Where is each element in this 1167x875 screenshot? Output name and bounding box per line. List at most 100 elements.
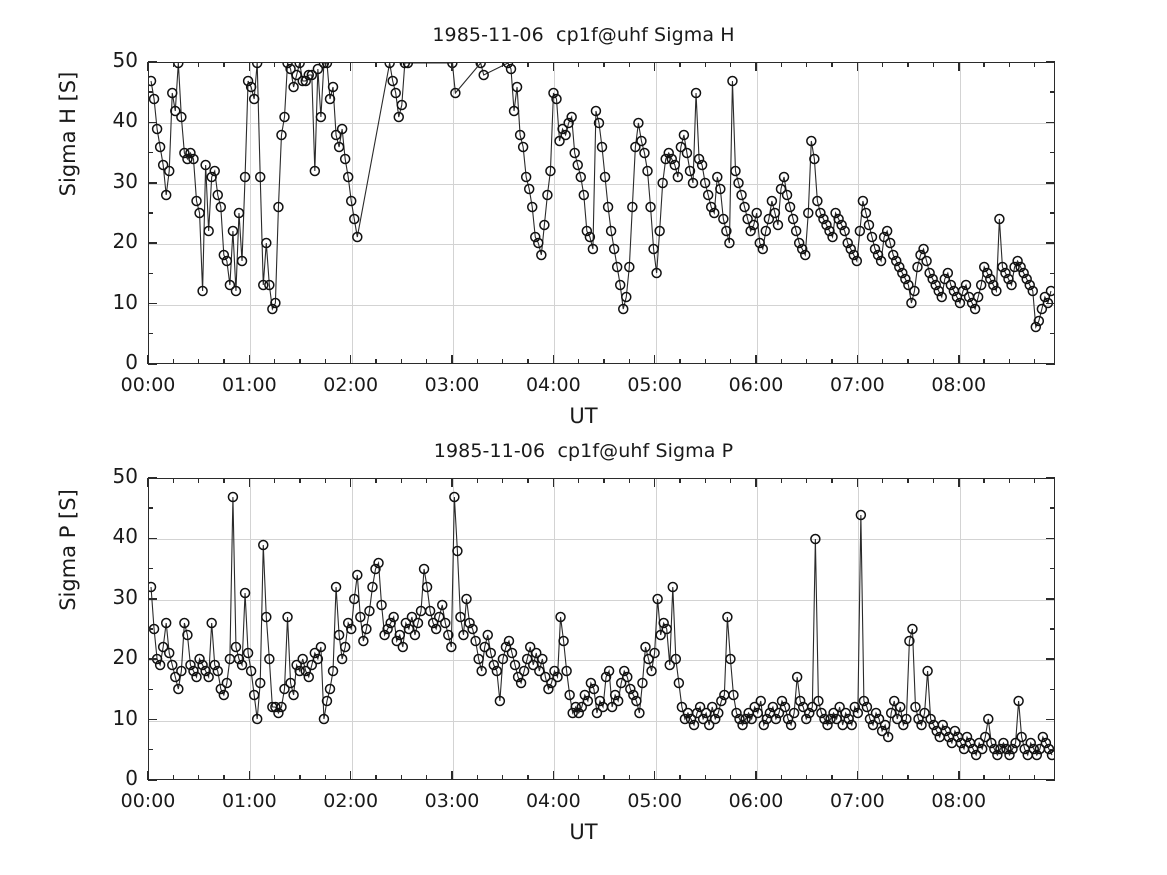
data-point-marker [279, 111, 290, 123]
x-tick-label: 01:00 [221, 790, 277, 812]
x-tick-major-top [755, 62, 757, 71]
y-tick-major [148, 121, 157, 124]
data-point-marker [221, 677, 233, 689]
data-point-marker [176, 111, 187, 123]
data-point-marker [291, 659, 302, 671]
data-point-marker [788, 707, 800, 719]
x-tick-minor-top [932, 62, 934, 67]
x-tick-minor-top [223, 478, 225, 483]
x-tick-minor [932, 775, 934, 780]
x-tick-minor-top [1008, 478, 1010, 483]
data-point-marker [895, 701, 906, 713]
data-point-marker [684, 165, 696, 177]
data-point-marker [816, 707, 827, 719]
x-tick-minor-top [501, 478, 504, 483]
data-point-marker [449, 491, 460, 503]
data-point-marker [781, 189, 793, 201]
data-point-marker [511, 81, 523, 93]
data-point-marker [294, 63, 305, 69]
x-tick-minor [425, 359, 428, 364]
x-tick-major-top [856, 62, 859, 71]
x-tick-minor [679, 775, 681, 780]
data-point-marker [390, 87, 401, 99]
data-point-marker [585, 677, 597, 689]
y-tick-minor [148, 151, 153, 154]
data-point-marker [566, 111, 577, 123]
x-tick-label: 00:00 [120, 374, 176, 396]
y-tick-major [148, 477, 157, 479]
data-point-marker [986, 737, 997, 749]
data-point-marker [224, 279, 236, 291]
x-tick-minor-top [527, 62, 529, 67]
data-point-marker [276, 701, 287, 713]
data-point-marker [276, 129, 287, 141]
data-point-marker [615, 677, 627, 689]
gridline-vertical [351, 479, 353, 779]
x-tick-major [349, 771, 352, 780]
data-point-marker [633, 117, 644, 129]
x-tick-minor-top [679, 62, 681, 67]
x-tick-minor [780, 359, 782, 364]
data-point-marker [605, 225, 617, 237]
data-point-marker [904, 635, 915, 647]
data-point-marker [218, 689, 230, 701]
x-axis-title-sigma-h: UT [569, 404, 598, 428]
data-point-marker [500, 641, 512, 653]
x-tick-major-top [653, 62, 656, 71]
data-point-marker [391, 635, 402, 647]
data-point-marker [872, 249, 884, 261]
data-point-marker [642, 165, 653, 177]
data-point-marker [960, 279, 972, 291]
data-point-marker [548, 87, 559, 99]
data-point-marker [646, 665, 657, 677]
x-tick-minor-top [299, 62, 301, 67]
data-point-marker [297, 653, 308, 665]
data-point-marker [710, 713, 721, 725]
data-point-marker [600, 671, 612, 683]
data-point-marker [170, 105, 181, 117]
data-point-marker [385, 617, 396, 629]
data-point-marker [352, 231, 363, 243]
data-point-marker [696, 159, 708, 171]
data-point-marker [763, 213, 775, 225]
data-point-marker [622, 671, 633, 683]
data-point-marker [279, 683, 290, 695]
data-point-marker [679, 713, 691, 725]
x-tick-label: 04:00 [525, 374, 581, 396]
data-point-marker [730, 165, 741, 177]
data-point-marker [517, 141, 529, 153]
plot-area-sigma-h [148, 62, 1055, 364]
x-tick-minor [476, 359, 478, 364]
y-tick-major-right [1046, 537, 1055, 540]
data-point-marker [264, 279, 275, 291]
y-tick-major [148, 61, 157, 63]
gridline-vertical [554, 479, 556, 779]
data-point-marker [149, 75, 157, 87]
data-point-marker [358, 635, 369, 647]
data-point-marker [790, 225, 802, 237]
x-tick-minor [197, 359, 200, 364]
panel-title-sigma-p: 1985-11-06 cp1f@uhf Sigma P [433, 440, 734, 462]
data-point-marker [593, 117, 605, 129]
x-tick-minor [273, 775, 276, 780]
data-point-marker [709, 207, 720, 219]
x-tick-major-top [248, 62, 251, 71]
data-point-marker [1000, 267, 1011, 279]
data-point-marker [782, 713, 794, 725]
data-point-marker [367, 581, 378, 593]
data-point-marker [288, 689, 299, 701]
data-point-marker [760, 225, 772, 237]
x-tick-major [552, 771, 555, 780]
data-point-marker [534, 665, 545, 677]
data-point-marker [930, 279, 941, 291]
x-tick-minor [1033, 775, 1036, 780]
y-tick-label: 10 [112, 289, 138, 314]
y-tick-major-right [1046, 363, 1055, 365]
data-point-marker [998, 737, 1009, 749]
data-point-marker [318, 63, 330, 69]
data-point-marker [688, 719, 700, 731]
x-tick-minor-top [527, 478, 529, 483]
data-point-marker [160, 189, 172, 201]
x-tick-major [248, 771, 251, 780]
